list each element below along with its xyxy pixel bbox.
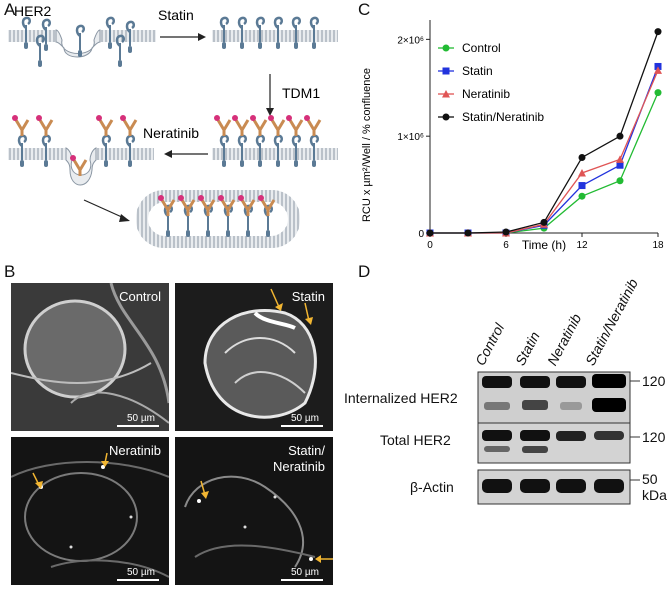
legend-label: Neratinib (462, 87, 510, 101)
scale-bar-label: 50 µm (291, 413, 319, 424)
y-tick-label: 2×10⁶ (397, 35, 424, 46)
micrograph-label-neratinib: Neratinib (108, 443, 161, 458)
membrane-mid-right (212, 148, 338, 160)
scale-bar-label: 50 µm (127, 567, 155, 578)
arrow-statin-head (198, 33, 206, 41)
schematic-diagram: HER2 Statin TDM1 Neratinib (8, 3, 338, 248)
vesicle-inner (148, 202, 288, 236)
scale-bar (281, 425, 323, 427)
series-line (430, 31, 659, 234)
legend-marker (442, 113, 450, 121)
data-point (616, 161, 624, 169)
micrograph-control: Control 50 µm (11, 283, 169, 431)
invagination (55, 29, 101, 58)
x-axis-label: Time (h) (522, 238, 566, 252)
line-chart: 0 1×10⁶ 2×10⁶ 0 6 12 18 Control Statin Neratinib… (361, 20, 664, 252)
data-point (616, 177, 624, 185)
neratinib-label: Neratinib (143, 125, 199, 141)
data-point (540, 218, 548, 226)
data-point (578, 192, 586, 200)
panel-label-d: D (358, 262, 371, 281)
scale-bar-label: 50 µm (127, 413, 155, 424)
marker-120-internalized: 120 (642, 373, 666, 389)
membrane-mid-left-b (96, 148, 154, 160)
y-tick-label: 1×10⁶ (397, 132, 424, 143)
micrograph-label-control: Control (119, 289, 161, 304)
scale-bar-label: 50 µm (291, 567, 319, 578)
scale-bar (117, 579, 159, 581)
marker-unit: kDa (642, 487, 667, 503)
legend-label: Statin/Neratinib (462, 110, 544, 124)
y-axis-label: RCU x µm²/Well / % confluence (361, 68, 373, 222)
legend-marker (442, 90, 450, 98)
statin-label: Statin (158, 7, 194, 23)
panel-label-c: C (358, 0, 371, 19)
data-point (616, 155, 624, 163)
legend-marker (442, 44, 450, 52)
panel-label-b: B (4, 262, 16, 281)
x-tick-label: 0 (427, 240, 433, 251)
scale-bar (281, 579, 323, 581)
micrograph-label-statin-neratinib: Statin/ Neratinib (272, 443, 325, 474)
membrane-mid-left-a (8, 148, 66, 160)
legend-label: Statin (462, 64, 493, 78)
data-point (426, 229, 434, 237)
membrane-top-left-a (8, 30, 56, 42)
x-tick-label: 12 (576, 240, 588, 251)
data-point (464, 229, 472, 237)
marker-120-total: 120 (642, 429, 666, 445)
x-tick-label: 6 (503, 240, 509, 251)
panel-label-a: A (4, 0, 16, 19)
row-label-internalized: Internalized HER2 (344, 390, 458, 406)
data-point (502, 228, 510, 236)
micrograph-statin: Statin 50 µm (175, 283, 333, 431)
her2-label: HER2 (14, 3, 52, 19)
legend-label: Control (462, 41, 501, 55)
micrograph-statin-neratinib: Statin/ Neratinib 50 µm (175, 437, 333, 585)
micrograph-neratinib: Neratinib 50 µm (11, 437, 169, 585)
data-point (578, 168, 586, 177)
row-label-total: Total HER2 (380, 432, 451, 448)
tdm1-label: TDM1 (282, 85, 320, 101)
data-point (654, 66, 662, 74)
arrow-vesicle-head (119, 214, 130, 222)
data-point (616, 132, 624, 140)
x-tick-label: 18 (652, 240, 664, 251)
micrograph-label-statin: Statin (291, 289, 325, 304)
blot-total (477, 422, 631, 464)
data-point (654, 28, 662, 36)
scale-bar (117, 425, 159, 427)
data-point (578, 182, 586, 190)
arrow-vesicle (83, 199, 125, 219)
marker-50-actin: 50 (642, 471, 658, 487)
arrow-tdm1-head (266, 108, 274, 116)
legend-marker (442, 67, 450, 75)
western-blot: Control Statin Neratinib Statin/Neratini… (344, 276, 669, 591)
y-tick-label: 0 (418, 229, 424, 240)
data-point (654, 89, 662, 97)
membrane-top-left-b (100, 30, 156, 42)
data-point (578, 153, 586, 161)
membrane-top-right (212, 30, 338, 42)
arrow-neratinib-head (164, 150, 172, 158)
row-label-actin: β-Actin (410, 479, 454, 495)
